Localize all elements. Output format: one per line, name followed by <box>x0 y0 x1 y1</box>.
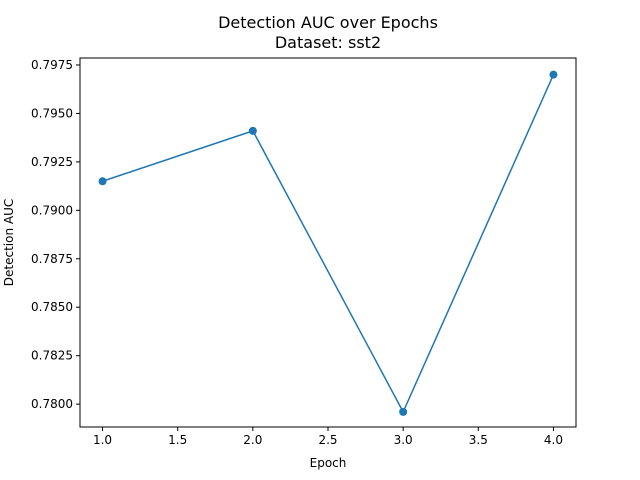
data-point <box>549 70 558 79</box>
series-line <box>102 74 555 413</box>
y-axis-label: Detection AUC <box>2 199 16 286</box>
x-tick-label: 2.0 <box>243 433 262 447</box>
y-tick-label: 0.7950 <box>31 106 73 120</box>
plot-area <box>79 57 577 428</box>
x-tick-label: 1.5 <box>168 433 187 447</box>
series-layer <box>98 70 558 416</box>
x-axis-ticks: 1.0 1.5 2.0 2.5 3.0 3.5 4.0 <box>93 427 563 447</box>
chart-title: Detection AUC over Epochs <box>218 13 438 32</box>
y-tick-label: 0.7800 <box>31 397 73 411</box>
x-tick-label: 3.0 <box>394 433 413 447</box>
x-tick-label: 3.5 <box>469 433 488 447</box>
x-tick-label: 2.5 <box>318 433 337 447</box>
y-tick-label: 0.7975 <box>31 58 73 72</box>
x-axis-label: Epoch <box>310 456 347 470</box>
data-point <box>98 177 107 186</box>
y-tick-label: 0.7850 <box>31 300 73 314</box>
y-tick-label: 0.7875 <box>31 252 73 266</box>
data-point <box>399 407 408 416</box>
chart-subtitle: Dataset: sst2 <box>275 33 381 52</box>
x-tick-label: 4.0 <box>544 433 563 447</box>
y-tick-label: 0.7825 <box>31 349 73 363</box>
x-tick-label: 1.0 <box>93 433 112 447</box>
data-point <box>248 126 257 135</box>
y-axis-ticks: 0.7800 0.7825 0.7850 0.7875 0.7900 0.7925 0.79… <box>31 58 80 411</box>
y-tick-label: 0.7925 <box>31 155 73 169</box>
y-tick-label: 0.7900 <box>31 203 73 217</box>
